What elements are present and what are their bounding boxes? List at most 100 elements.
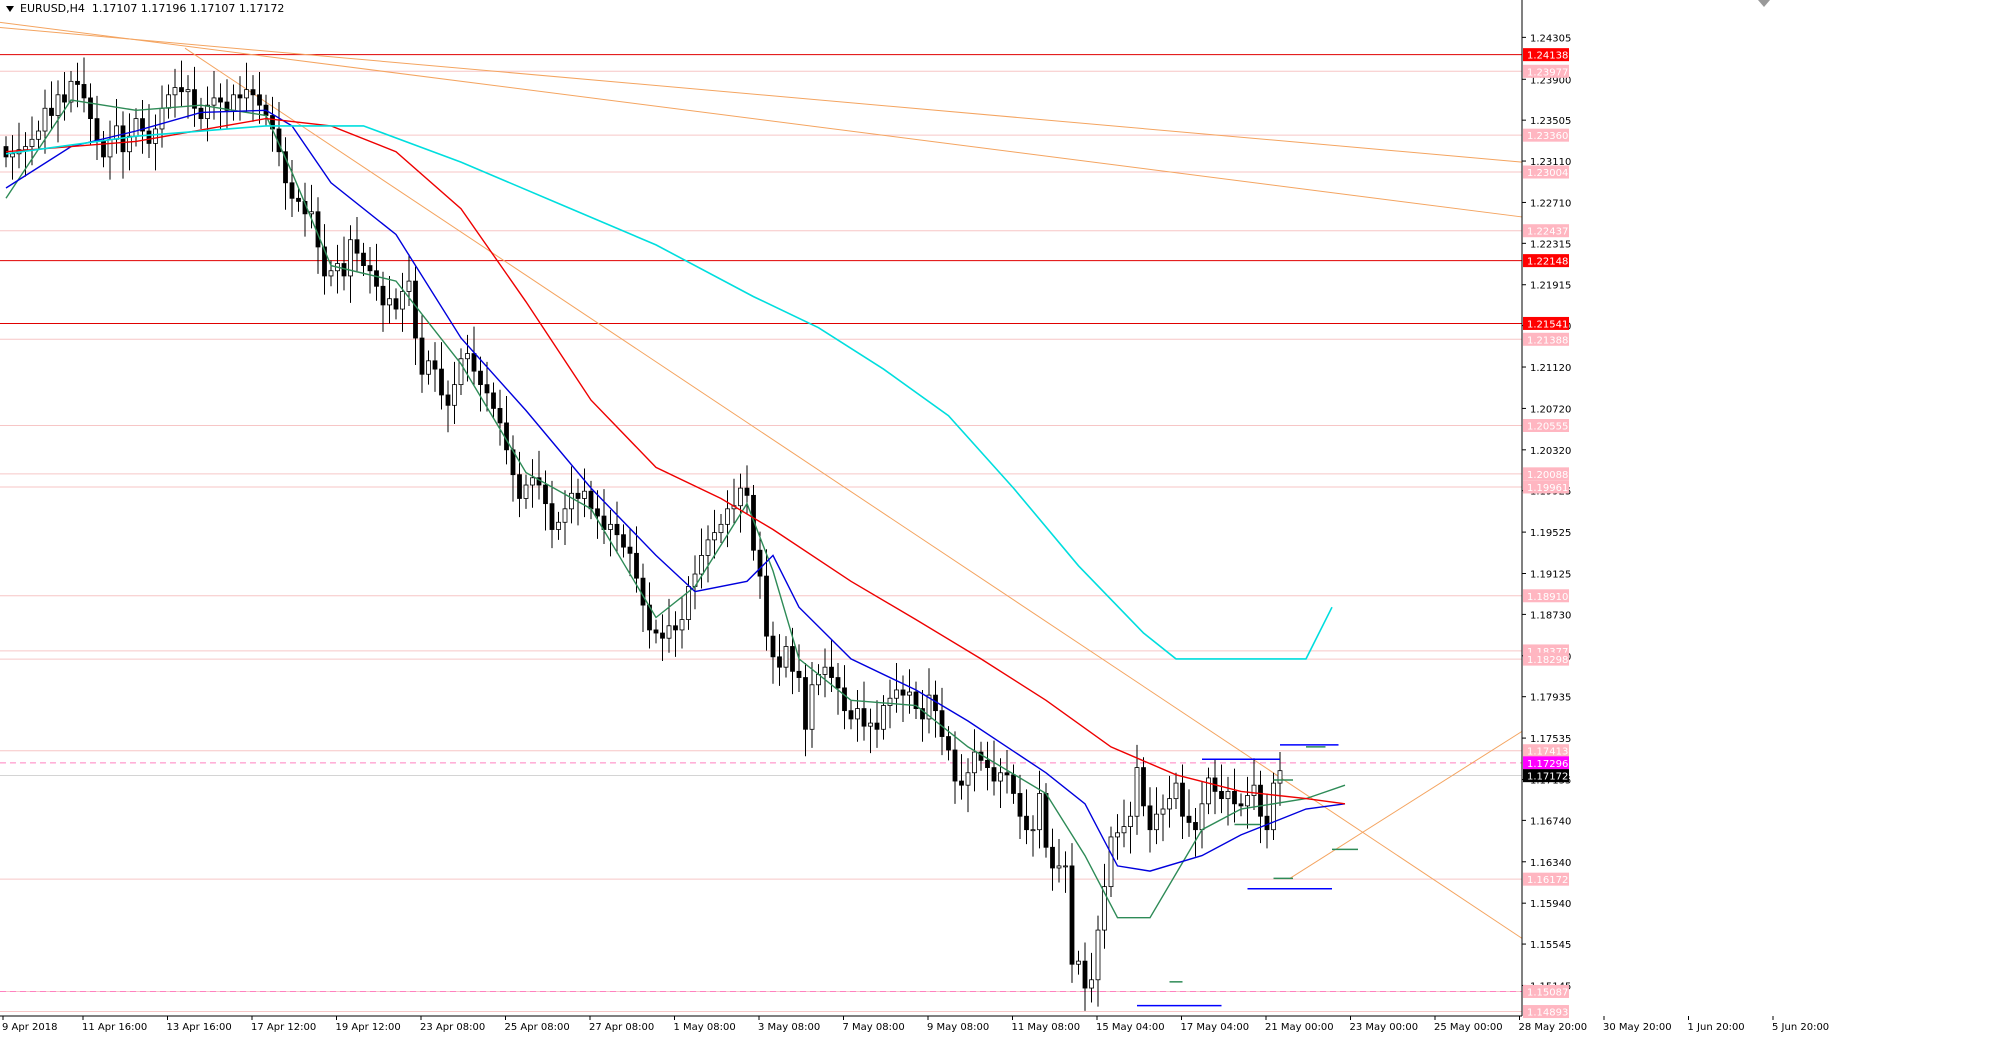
- y-tick-label: 1.23110: [1530, 157, 1571, 168]
- candle-up: [348, 239, 353, 277]
- candle-up: [426, 360, 431, 375]
- y-tick-label: 1.15545: [1530, 940, 1571, 951]
- candle-up: [1251, 784, 1257, 796]
- candle-up: [738, 487, 743, 507]
- candle-up: [309, 211, 314, 215]
- candle-up: [1173, 782, 1179, 800]
- candle-up: [153, 128, 158, 144]
- x-tick-label: 5 Jun 20:00: [1772, 1022, 1829, 1033]
- candle-up: [1063, 865, 1068, 868]
- candle-down: [361, 252, 366, 266]
- candles: [3, 57, 1283, 1011]
- candle-down: [224, 101, 230, 111]
- candle-down: [491, 392, 496, 409]
- candle-down: [640, 577, 646, 606]
- candle-up: [29, 138, 35, 147]
- candle-down: [959, 780, 964, 786]
- candle-down: [991, 767, 997, 782]
- x-tick-label: 1 Jun 20:00: [1688, 1022, 1745, 1033]
- candle-up: [1167, 798, 1172, 810]
- candle-up: [666, 625, 672, 639]
- candle-up: [1271, 782, 1276, 831]
- candle-down: [920, 708, 925, 720]
- candle-up: [387, 298, 392, 306]
- candle-down: [75, 80, 80, 85]
- x-tick-label: 17 Apr 12:00: [251, 1022, 316, 1033]
- x-tick-label: 30 May 20:00: [1603, 1022, 1672, 1033]
- price-tag-label: 1.14893: [1527, 1008, 1568, 1019]
- price-tag: [1523, 756, 1569, 770]
- y-tick-label: 1.16740: [1530, 816, 1571, 827]
- price-tag: [1523, 769, 1569, 783]
- candle-up: [582, 490, 587, 499]
- horizontal-levels: [0, 54, 1522, 1013]
- candle-down: [952, 749, 958, 782]
- candle-up: [1102, 886, 1107, 931]
- candle-down: [1050, 846, 1055, 869]
- price-tag-label: 1.21541: [1527, 319, 1568, 330]
- candle-down: [1082, 960, 1088, 989]
- candle-down: [803, 677, 808, 730]
- candle-down: [237, 94, 243, 99]
- candle-up: [107, 138, 113, 158]
- candle-up: [1160, 808, 1166, 815]
- y-tick-label: 1.17535: [1530, 734, 1571, 745]
- candle-down: [751, 494, 756, 551]
- x-tick-label: 25 Apr 08:00: [505, 1022, 570, 1033]
- candle-down: [634, 552, 639, 579]
- candle-up: [608, 523, 613, 530]
- candle-up: [699, 555, 704, 575]
- candle-down: [1232, 790, 1237, 805]
- price-tag-label: 1.23360: [1527, 131, 1568, 142]
- candle-up: [458, 358, 464, 386]
- y-tick-label: 1.23505: [1530, 116, 1571, 127]
- candle-up: [133, 118, 139, 137]
- candle-down: [1043, 793, 1049, 848]
- x-tick-label: 13 Apr 16:00: [167, 1022, 232, 1033]
- chart-header: EURUSD,H4 1.17107 1.17196 1.17107 1.1717…: [6, 2, 284, 15]
- price-tag: [1523, 419, 1569, 433]
- candle-down: [315, 211, 321, 248]
- candle-down: [647, 604, 652, 631]
- candle-down: [471, 353, 477, 372]
- trendline: [1289, 730, 1523, 879]
- candle-down: [1017, 793, 1023, 817]
- candle-up: [1037, 793, 1042, 831]
- candle-down: [367, 265, 373, 272]
- candle-down: [289, 182, 295, 199]
- candle-down: [413, 280, 418, 339]
- price-tag: [1523, 48, 1569, 62]
- candle-up: [127, 135, 132, 153]
- price-tag-label: 1.19961: [1527, 483, 1568, 494]
- candle-up: [1076, 960, 1081, 965]
- candle-down: [770, 635, 776, 658]
- candle-up: [725, 508, 730, 525]
- x-tick-label: 11 Apr 16:00: [82, 1022, 147, 1033]
- price-tag: [1523, 480, 1569, 494]
- candle-up: [1121, 826, 1127, 834]
- candle-up: [887, 697, 893, 706]
- candle-down: [627, 546, 633, 554]
- candle-up: [523, 484, 529, 499]
- candle-up: [36, 130, 41, 140]
- price-tag-label: 1.20088: [1527, 470, 1568, 481]
- candle-up: [328, 270, 334, 277]
- price-tag-label: 1.18298: [1527, 655, 1568, 666]
- dropdown-arrow-icon[interactable]: [6, 6, 14, 12]
- candle-up: [530, 477, 535, 486]
- candle-down: [484, 384, 490, 394]
- candle-up: [465, 353, 470, 360]
- candle-up: [965, 772, 971, 786]
- candle-up: [822, 666, 828, 675]
- candle-down: [439, 368, 444, 396]
- price-tag: [1523, 744, 1569, 758]
- candle-down: [660, 632, 665, 639]
- x-tick-label: 7 May 08:00: [843, 1022, 905, 1033]
- candle-down: [744, 487, 750, 496]
- candle-down: [517, 474, 522, 499]
- candle-up: [1030, 829, 1036, 832]
- candle-up: [1134, 767, 1140, 817]
- candle-down: [1264, 815, 1270, 831]
